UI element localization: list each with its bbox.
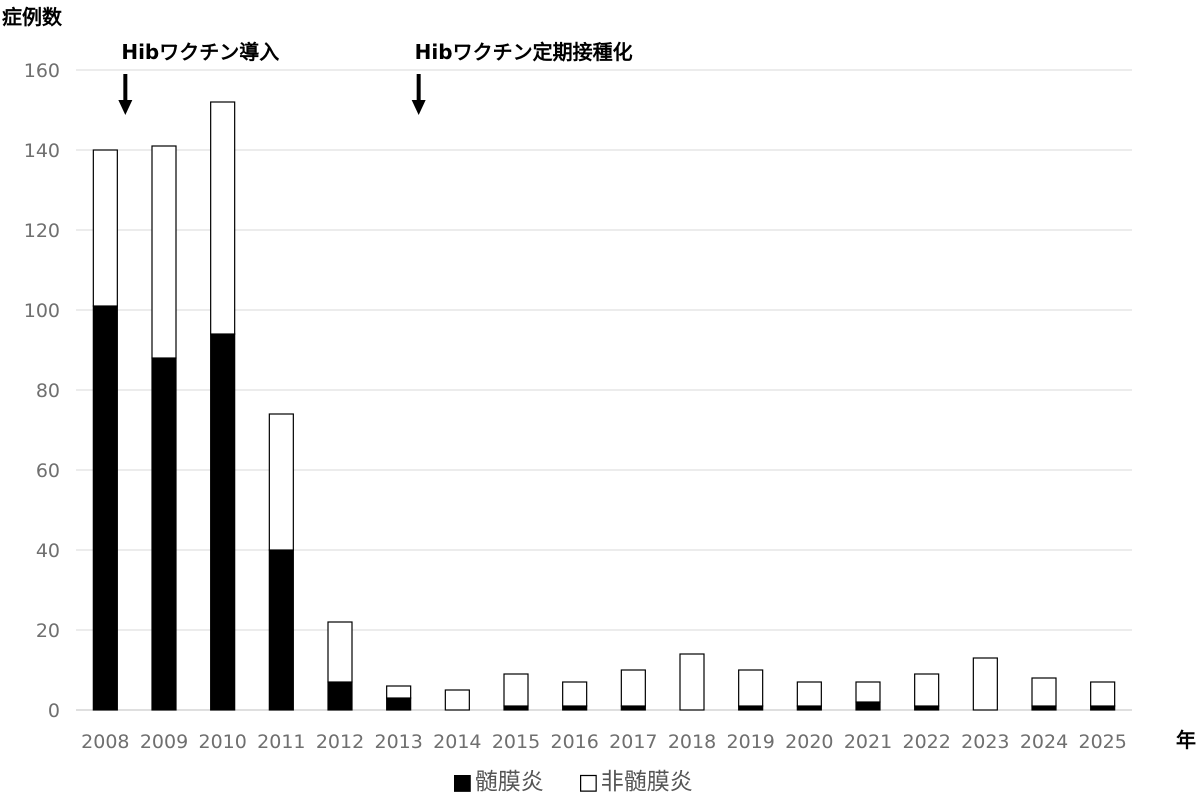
bar-segment-meningitis <box>151 357 177 711</box>
y-tick-label: 40 <box>36 540 60 562</box>
bar-segment-non-meningitis <box>268 413 294 551</box>
x-tick-label: 2015 <box>492 731 540 753</box>
x-tick-label: 2014 <box>433 731 481 753</box>
bar-segment-non-meningitis <box>796 681 822 707</box>
x-tick-label: 2018 <box>668 731 716 753</box>
legend-item-meningitis: ■髄膜炎 <box>452 769 544 795</box>
bar-segment-non-meningitis <box>327 621 353 683</box>
x-axis-label: 年 <box>1176 728 1196 752</box>
bar-segment-non-meningitis <box>620 669 646 707</box>
y-axis-label: 症例数 <box>2 5 63 29</box>
bar-segment-meningitis <box>327 681 353 711</box>
y-tick-label: 80 <box>36 380 60 402</box>
x-axis-ticks: 2008 2009 2010 2011 2012 2013 2014 2015 2016 2017… <box>81 731 1127 753</box>
y-tick-label: 60 <box>36 460 60 482</box>
x-tick-label: 2009 <box>140 731 188 753</box>
bar-segment-non-meningitis <box>855 681 881 703</box>
bar-segment-meningitis <box>92 305 118 711</box>
x-tick-label: 2019 <box>726 731 774 753</box>
x-tick-label: 2013 <box>374 731 422 753</box>
bar-segment-meningitis <box>210 333 236 711</box>
bar-segment-non-meningitis <box>151 145 177 359</box>
x-tick-label: 2017 <box>609 731 657 753</box>
y-tick-label: 100 <box>24 300 60 322</box>
annotation-arrow-head <box>118 100 133 115</box>
bar-segment-non-meningitis <box>972 657 998 711</box>
x-tick-label: 2020 <box>785 731 833 753</box>
annotation-arrow-head <box>411 100 426 115</box>
y-tick-label: 120 <box>24 220 60 242</box>
bar-segment-non-meningitis <box>210 101 236 335</box>
x-tick-label: 2025 <box>1078 731 1126 753</box>
legend-marker-meningitis: ■ <box>452 770 473 795</box>
bar-segment-non-meningitis <box>1090 681 1116 707</box>
annotation-label: Hibワクチン定期接種化 <box>415 40 633 64</box>
y-tick-label: 160 <box>24 60 60 82</box>
y-tick-label: 0 <box>48 700 60 722</box>
bar-segment-meningitis <box>855 701 881 711</box>
x-tick-label: 2012 <box>316 731 364 753</box>
bar-segment-non-meningitis <box>503 673 529 707</box>
legend-marker-non-meningitis: □ <box>578 770 599 795</box>
x-tick-label: 2008 <box>81 731 129 753</box>
x-tick-label: 2023 <box>961 731 1009 753</box>
bar-segment-non-meningitis <box>386 685 412 699</box>
legend-item-non-meningitis: □非髄膜炎 <box>578 769 693 795</box>
bar-segment-meningitis <box>268 549 294 711</box>
bar-segment-non-meningitis <box>1031 677 1057 707</box>
bar-segment-non-meningitis <box>444 689 470 711</box>
legend-label-non-meningitis: 非髄膜炎 <box>601 769 693 795</box>
x-tick-label: 2021 <box>844 731 892 753</box>
bar-segment-non-meningitis <box>679 653 705 711</box>
y-tick-label: 20 <box>36 620 60 642</box>
gridlines <box>76 69 1132 711</box>
bar-segment-non-meningitis <box>92 149 118 307</box>
legend: ■髄膜炎 □非髄膜炎 <box>452 769 693 795</box>
y-axis-ticks: 0 20 40 60 80 100 120 140 160 <box>24 60 60 722</box>
x-tick-label: 2010 <box>198 731 246 753</box>
x-tick-label: 2016 <box>550 731 598 753</box>
legend-label-meningitis: 髄膜炎 <box>475 769 544 795</box>
annotations: Hibワクチン導入 Hibワクチン定期接種化 <box>118 40 633 115</box>
bar-segment-meningitis <box>386 697 412 711</box>
x-tick-label: 2024 <box>1020 731 1068 753</box>
bar-segment-non-meningitis <box>914 673 940 707</box>
y-tick-label: 140 <box>24 140 60 162</box>
bar-segment-non-meningitis <box>738 669 764 707</box>
x-tick-label: 2022 <box>902 731 950 753</box>
bars <box>92 101 1116 711</box>
annotation-label: Hibワクチン導入 <box>121 40 279 64</box>
x-tick-label: 2011 <box>257 731 305 753</box>
bar-segment-non-meningitis <box>562 681 588 707</box>
